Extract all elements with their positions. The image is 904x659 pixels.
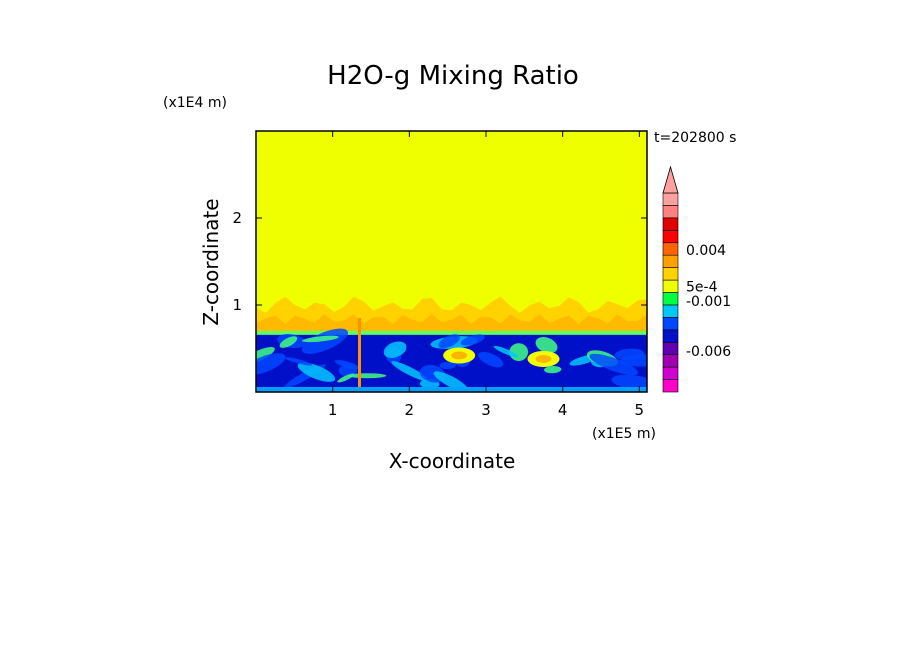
colorbar-label: 5e-4 bbox=[686, 279, 718, 295]
colorbar-swatch bbox=[662, 329, 679, 343]
field-swirl bbox=[301, 328, 348, 354]
field-swirl bbox=[433, 371, 469, 392]
colorbar-swatch bbox=[662, 341, 679, 355]
plot-area bbox=[256, 131, 647, 392]
field-swirl bbox=[256, 347, 275, 365]
colorbar-label: -0.001 bbox=[686, 294, 731, 310]
colorbar-swatch bbox=[662, 217, 679, 231]
x-axis: 1 2 3 4 5 bbox=[328, 131, 644, 419]
field-swirl bbox=[297, 362, 336, 382]
x-tick-label: 3 bbox=[481, 401, 491, 419]
time-label: t=202800 s bbox=[654, 130, 736, 146]
colorbar-swatch bbox=[662, 317, 679, 331]
x-tick-label: 5 bbox=[635, 401, 645, 419]
colorbar-swatch bbox=[662, 279, 679, 293]
colorbar-label: 0.004 bbox=[686, 243, 726, 259]
field-swirl bbox=[619, 354, 647, 367]
colorbar-swatch bbox=[662, 242, 679, 256]
colorbar-swatch bbox=[662, 192, 679, 206]
field-swirl bbox=[334, 360, 360, 370]
x-multiplier: (x1E5 m) bbox=[592, 426, 656, 442]
field-swirl bbox=[438, 334, 460, 349]
colorbar-swatch bbox=[662, 205, 679, 219]
colorbar-extend-arrow bbox=[662, 165, 679, 194]
field-swirl bbox=[284, 357, 313, 366]
field-swirl bbox=[544, 365, 562, 374]
field-swirl bbox=[383, 341, 407, 358]
field-swirl bbox=[493, 345, 519, 358]
colorbar-swatch bbox=[662, 254, 679, 268]
x-tick-label: 2 bbox=[405, 401, 415, 419]
field-plume-core bbox=[451, 351, 468, 360]
colorbar-swatch bbox=[662, 354, 679, 368]
field-surface bbox=[256, 387, 647, 392]
field-swirl bbox=[391, 361, 429, 382]
colorbar-swatch bbox=[662, 366, 679, 380]
field-swirl bbox=[348, 373, 387, 379]
field-plume-core bbox=[535, 354, 552, 363]
field-swirl bbox=[439, 361, 457, 370]
field-inversion-line bbox=[256, 330, 647, 335]
field-swirl bbox=[535, 337, 558, 354]
y-tick-label: 1 bbox=[232, 296, 242, 314]
field-swirl bbox=[279, 336, 298, 348]
field-swirl bbox=[589, 353, 639, 376]
field-mid-band-inner bbox=[256, 314, 647, 333]
field-swirl bbox=[478, 351, 504, 368]
colorbar: 0.004 5e-4-0.001 -0.006 bbox=[662, 165, 731, 393]
plot-frame bbox=[255, 130, 648, 393]
colorbar-swatch bbox=[662, 379, 679, 393]
y-multiplier: (x1E4 m) bbox=[163, 95, 227, 111]
field-swirl bbox=[460, 334, 485, 346]
field-swirl bbox=[301, 335, 339, 343]
x-axis-label: X-coordinate bbox=[389, 449, 516, 473]
y-tick-label: 2 bbox=[232, 209, 242, 227]
y-axis: 12 bbox=[232, 209, 647, 314]
field-swirl bbox=[256, 353, 286, 376]
colorbar-swatch bbox=[662, 292, 679, 306]
field-swirl bbox=[611, 374, 647, 391]
chart-title: H2O-g Mixing Ratio bbox=[327, 61, 579, 91]
x-tick-label: 4 bbox=[558, 401, 568, 419]
colorbar-swatch bbox=[662, 267, 679, 281]
colorbar-label: -0.006 bbox=[686, 344, 731, 360]
y-axis-label: Z-coordinate bbox=[199, 198, 223, 325]
x-tick-label: 1 bbox=[328, 401, 338, 419]
field-swirl bbox=[337, 373, 355, 383]
colorbar-swatch bbox=[662, 230, 679, 244]
colorbar-swatch bbox=[662, 304, 679, 318]
